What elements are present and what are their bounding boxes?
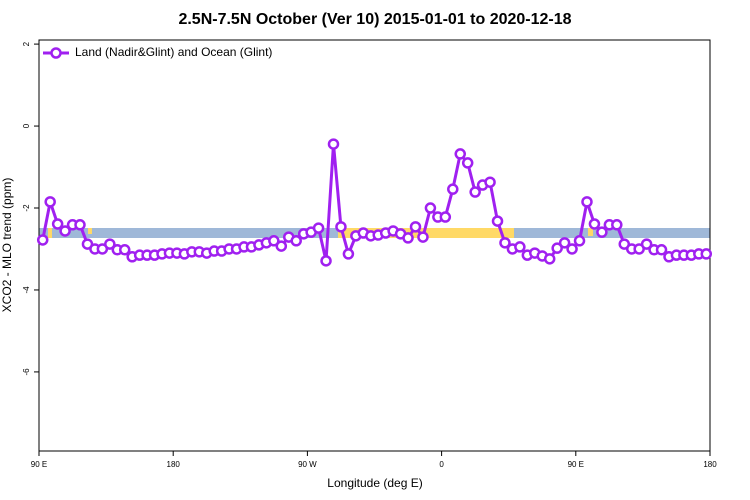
y-tick-label: 0 — [22, 123, 31, 128]
data-point — [588, 218, 601, 230]
data-point — [700, 248, 713, 260]
ocean-band — [48, 228, 52, 238]
x-tick-label: 90 W — [298, 460, 317, 469]
x-tick-label: 90 E — [568, 460, 584, 469]
data-point — [118, 244, 131, 256]
data-point — [551, 242, 563, 254]
x-tick-label: 180 — [703, 460, 717, 469]
data-point — [566, 243, 578, 255]
data-point — [104, 238, 116, 250]
data-point — [573, 235, 586, 247]
data-point — [543, 253, 556, 265]
data-point — [469, 186, 481, 198]
data-point — [596, 226, 608, 238]
data-point — [290, 235, 302, 247]
chart-title: 2.5N-7.5N October (Ver 10) 2015-01-01 to… — [178, 11, 571, 28]
data-point — [655, 244, 668, 256]
data-point — [514, 241, 526, 253]
data-point — [581, 196, 593, 208]
data-point — [327, 138, 340, 150]
x-tick-label: 0 — [439, 460, 444, 469]
legend-marker — [50, 47, 62, 59]
data-point — [454, 148, 466, 160]
data-point — [447, 183, 459, 195]
data-point — [484, 176, 496, 188]
ocean-band — [88, 228, 92, 234]
data-point — [417, 231, 429, 243]
data-point — [439, 211, 452, 223]
y-tick-label: 2 — [22, 41, 31, 46]
data-point — [51, 218, 64, 230]
data-point — [409, 221, 422, 233]
ocean-band — [588, 228, 593, 236]
y-tick-label: -6 — [22, 368, 31, 376]
data-point — [491, 215, 504, 227]
data-point — [312, 222, 325, 234]
data-point — [402, 232, 414, 244]
data-point — [461, 157, 474, 169]
data-point — [611, 219, 623, 231]
x-tick-label: 90 E — [31, 460, 47, 469]
y-axis-label: XCO2 - MLO trend (ppm) — [0, 178, 14, 313]
data-point — [342, 248, 355, 260]
x-axis-label: Longitude (deg E) — [327, 476, 422, 490]
data-point — [335, 221, 347, 233]
data-point — [424, 202, 437, 214]
y-tick-label: -2 — [22, 204, 31, 212]
series-line — [41, 143, 707, 262]
y-tick-label: -4 — [22, 286, 31, 294]
data-point — [268, 235, 280, 247]
plot-frame — [38, 39, 711, 452]
data-point — [640, 238, 653, 250]
data-point — [44, 196, 56, 208]
data-point — [74, 219, 86, 231]
data-point — [320, 255, 332, 267]
data-point — [275, 240, 288, 252]
data-point — [499, 237, 511, 249]
x-tick-label: 180 — [167, 460, 181, 469]
legend-label: Land (Nadir&Glint) and Ocean (Glint) — [75, 45, 272, 59]
data-point — [36, 234, 49, 246]
data-point — [59, 225, 71, 237]
data-point — [558, 237, 571, 249]
